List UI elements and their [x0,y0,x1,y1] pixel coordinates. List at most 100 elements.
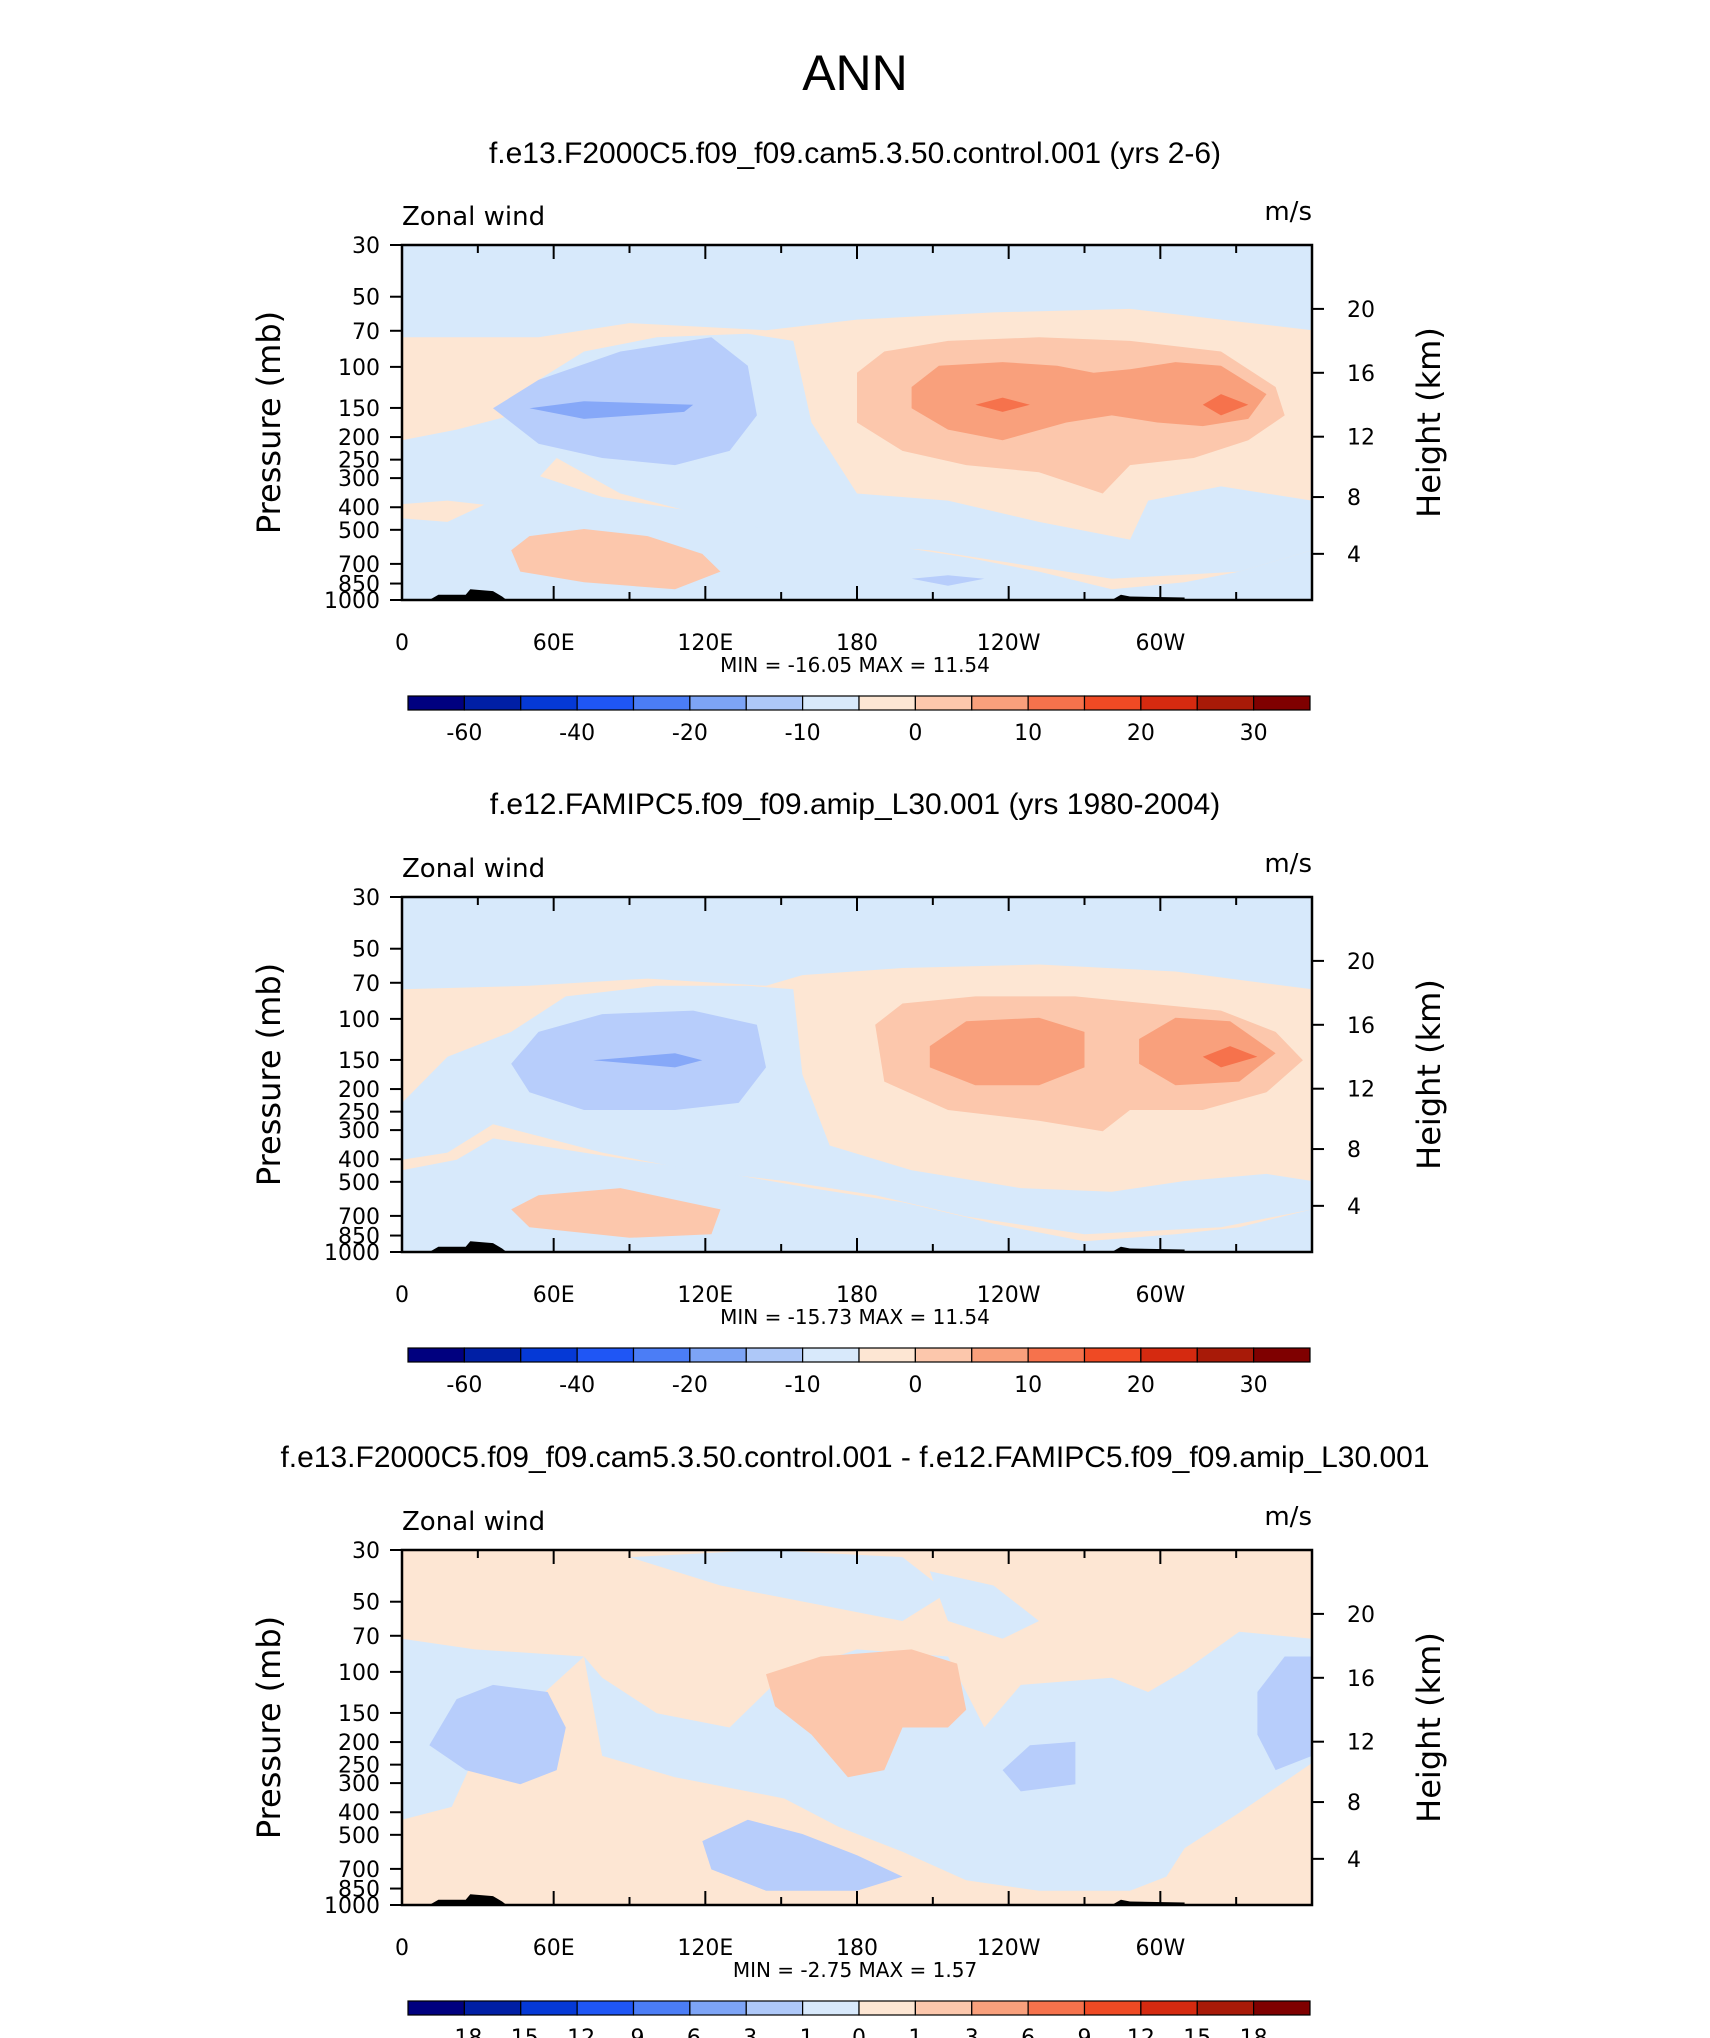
colorbar-tick-label: 10 [1014,721,1042,746]
colorbar-tick-label: -10 [785,1373,821,1398]
contour-region-6 [911,362,1267,441]
colorbar-swatch [745,695,804,711]
colorbar-tick-label: -10 [785,721,821,746]
contour-region-7 [975,397,1030,412]
colorbar-swatch [1083,1347,1142,1363]
colorbar-swatch [520,2000,578,2016]
colorbar-swatch [632,2000,691,2016]
panel-title: f.e13.F2000C5.f09_f09.cam5.3.50.control.… [489,137,1221,170]
x-tick-label: 180 [836,1936,878,1961]
units-label: m/s [1264,197,1312,227]
y2-tick-label: 20 [1347,1603,1375,1628]
y-tick-label: 200 [338,1078,380,1103]
x-tick-label: 60E [533,1283,575,1308]
colorbar-swatch [407,695,465,711]
colorbar-swatch [632,695,691,711]
x-tick-label: 120E [677,631,733,656]
colorbar-tick-label: 30 [1240,1373,1268,1398]
y-tick-label: 700 [338,1858,380,1883]
y-tick-label: 30 [352,886,380,911]
colorbar-swatch [745,2000,804,2016]
y-tick-label: 250 [338,1754,380,1779]
y2-tick-label: 16 [1347,1014,1375,1039]
colorbar-tick-label: 0 [908,721,922,746]
colorbar-swatch [1027,695,1086,711]
y-tick-label: 300 [338,1772,380,1797]
colorbar-swatch [745,1347,804,1363]
contour-region-3 [493,337,757,466]
panel-title: f.e12.FAMIPC5.f09_f09.amip_L30.001 (yrs … [490,788,1220,821]
y-tick-label: 150 [338,1049,380,1074]
topography [429,1241,507,1252]
units-label: m/s [1264,849,1312,879]
y-tick-label: 100 [338,1008,380,1033]
y-tick-label: 100 [338,1661,380,1686]
colorbar-swatch [971,2000,1029,2016]
y2-tick-label: 20 [1347,298,1375,323]
colorbar-tick-label: -6 [679,2026,701,2038]
topography [429,589,507,600]
x-tick-label: 180 [836,1283,878,1308]
colorbar-tick-label: 3 [965,2026,979,2038]
contour-region-10 [911,575,985,586]
colorbar-swatch [1083,695,1142,711]
y-tick-label: 850 [338,573,380,598]
colorbar-swatch [1253,2000,1311,2016]
colorbar-tick-label: 9 [1078,2026,1092,2038]
colorbar-swatch [520,695,578,711]
y-tick-label: 70 [352,1625,380,1650]
y-tick-label: 30 [352,1539,380,1564]
y2-tick-label: 4 [1347,543,1361,568]
y-tick-label: 250 [338,449,380,474]
topography [429,1894,507,1905]
y-tick-label: 500 [338,1824,380,1849]
colorbar-swatch [1196,2000,1255,2016]
y2-tick-label: 8 [1347,1138,1361,1163]
colorbar-tick-label: -15 [503,2026,539,2038]
y-tick-label: 1000 [324,1241,380,1266]
y2-tick-label: 8 [1347,1791,1361,1816]
contour-region-7 [702,1819,903,1891]
x-tick-label: 60W [1135,1936,1185,1961]
colorbar-swatch [520,1347,578,1363]
contour-region-9 [511,1188,721,1238]
y-tick-label: 70 [352,972,380,997]
x-tick-label: 120W [977,631,1041,656]
y2-tick-label: 12 [1347,426,1375,451]
colorbar-swatch [1196,1347,1255,1363]
colorbar-tick-label: -60 [446,721,482,746]
topography [1111,1899,1185,1905]
y-tick-label: 100 [338,356,380,381]
min-max-stats: MIN = -2.75 MAX = 1.57 [733,1958,977,1982]
colorbar-swatch [576,695,635,711]
colorbar-swatch [576,1347,635,1363]
y-tick-label: 30 [352,234,380,259]
colorbar-tick-label: 1 [908,2026,922,2038]
chart-panel-2: f.e12.FAMIPC5.f09_f09.amip_L30.001 (yrs … [250,788,1448,1398]
colorbar-tick-label: -1 [792,2026,814,2038]
y-tick-label: 1000 [324,1894,380,1919]
x-tick-label: 120E [677,1936,733,1961]
x-tick-label: 0 [395,1283,409,1308]
colorbar-tick-label: 10 [1014,1373,1042,1398]
colorbar-swatch [407,1347,465,1363]
colorbar-swatch [407,2000,465,2016]
y2-tick-label: 20 [1347,950,1375,975]
y-tick-label: 400 [338,496,380,521]
colorbar-swatch [858,2000,916,2016]
y2-axis-label: Height (km) [1410,979,1448,1170]
colorbar-tick-label: 20 [1127,1373,1155,1398]
colorbar-tick-label: 18 [1240,2026,1268,2038]
colorbar-swatch [1196,695,1255,711]
y-tick-label: 300 [338,1119,380,1144]
colorbar-tick-label: -9 [623,2026,645,2038]
colorbar-tick-label: 20 [1127,721,1155,746]
contour-region-8 [1202,394,1249,416]
x-tick-label: 60W [1135,631,1185,656]
contour-region-9 [511,529,721,590]
colorbar: -60 -40 -20 -10 0 10 20 30 [407,695,1311,746]
contour-region-2 [629,1550,948,1621]
y-tick-label: 200 [338,426,380,451]
colorbar-swatch [858,695,916,711]
